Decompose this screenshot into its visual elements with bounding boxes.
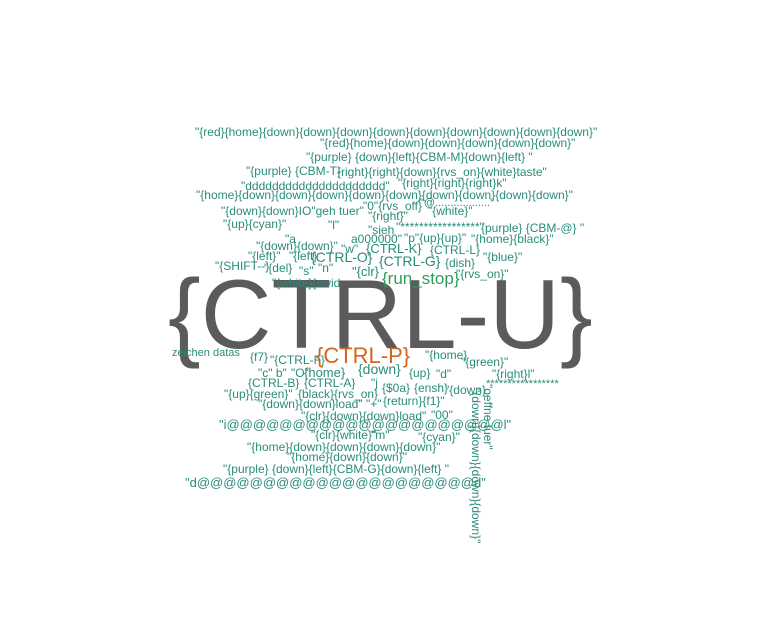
word: "*****************" [396,220,484,234]
word: "ddddddddddddddddddddd" [241,179,390,193]
word: "n" [318,261,334,275]
word: "{right}" [368,209,408,223]
word: "{white}" [428,204,473,218]
word: "{del} [264,261,293,275]
word: "{SHIFT--} [215,259,270,273]
word: "{home} [425,348,468,362]
word: {f7} [250,350,269,364]
word: {right}{right}{down}{rvs_on}{white}taste… [337,165,547,179]
word: "{clr} [352,264,380,279]
word: {home} [304,365,346,380]
word: a000000" [351,232,402,246]
word: "{right}{right}{right}k" [398,176,507,190]
word: "@.................." [420,197,494,209]
word: zeichen datas [172,347,240,359]
word: "{up}{cyan}" [223,217,287,231]
word: "{down}{down}IO"geh tuer" [221,204,364,218]
word: "{down} [445,383,486,397]
word: "{rvs_on}" [456,267,509,281]
word: {$0a} [382,381,411,395]
word: "l" [328,218,340,232]
word: "{home}{black}" [471,232,554,246]
word: {ensh} [414,381,449,395]
word-ctrl-p: {CTRL-P} [316,343,411,368]
word-vertical: "oeffne tuer" [481,384,495,450]
word: "w" [341,242,359,256]
word: "d" [436,367,452,381]
word: "{clr}{white}" [311,428,377,442]
word: {down} [358,361,401,377]
word: "{CTRL-F} [270,353,325,367]
word: "0"{rvs_off} [363,199,423,213]
word: "{purple} {down}{left}{CBM-M}{down}{left… [306,150,533,164]
word: "sieh [368,223,395,237]
word-ctrl-u: {CTRL-U} [168,259,593,369]
word: {CTRL-G} [379,253,441,269]
word: "{left}" [248,249,281,263]
word: "c" b" [258,366,287,380]
word: "{cyan}" [418,430,460,444]
word: {CTRL-B} [248,376,300,390]
word: "{white}{swid [272,276,341,290]
word: "{right}l" [492,367,535,381]
word: "{home}{down}{down}" [287,450,407,464]
word: {CTRL-L} [430,243,481,257]
word: "a [285,232,296,246]
word: "s" [299,264,314,278]
word: ***************** [486,378,559,390]
word: {CTRL-O} [311,249,373,265]
word: "+" [366,397,382,411]
word: "{down}{down}" [256,239,338,253]
word: "{up}{green}" [224,387,293,401]
word: {return}{f1}" [383,394,445,408]
word: "{down}{down}load" [258,397,363,411]
word: "d@@@@@@@@@@@@@@@@@@@@@d" [185,475,486,490]
word-run-stop: {run_stop} [382,269,460,288]
word: "{red}{home}{down}{down}{down}{down}{dow… [320,136,576,150]
word: {up} [409,366,431,380]
word: "{green}" [461,355,509,369]
word: "j [371,376,378,390]
word: {dish} [445,256,476,270]
word: "O" [291,366,309,380]
word: "i@@@@@@@@@@@@@@@@@@@@@l" [219,417,512,432]
word: "{home}{down}{down}{down}{down}" [247,440,441,454]
word: "m" [371,428,390,442]
word: "{clr}{down}{down}load" [301,409,427,423]
word: "00" [431,408,453,422]
word: "{left} [289,249,318,263]
word: "{home}{down}{down}{down}{down}{down}{do… [196,188,573,202]
word: {CTRL-K} [366,241,422,256]
word: "{purple} {down}{left}{CBM-G}{down}{left… [223,462,450,476]
word: {CTRL-A} [304,376,356,390]
word: {purple} {CBM-@} " [481,221,585,235]
word-vertical: "{down}{down}{down}{down}" [469,388,483,544]
word: "{red}{home}{down}{down}{down}{down}{dow… [195,125,598,139]
word: "{blue}" [483,250,523,264]
word: "p"{up}{up}" [404,231,467,245]
word: "{purple} {CBM-T} [246,164,341,178]
word: {black}{rvs_on} [298,387,379,401]
